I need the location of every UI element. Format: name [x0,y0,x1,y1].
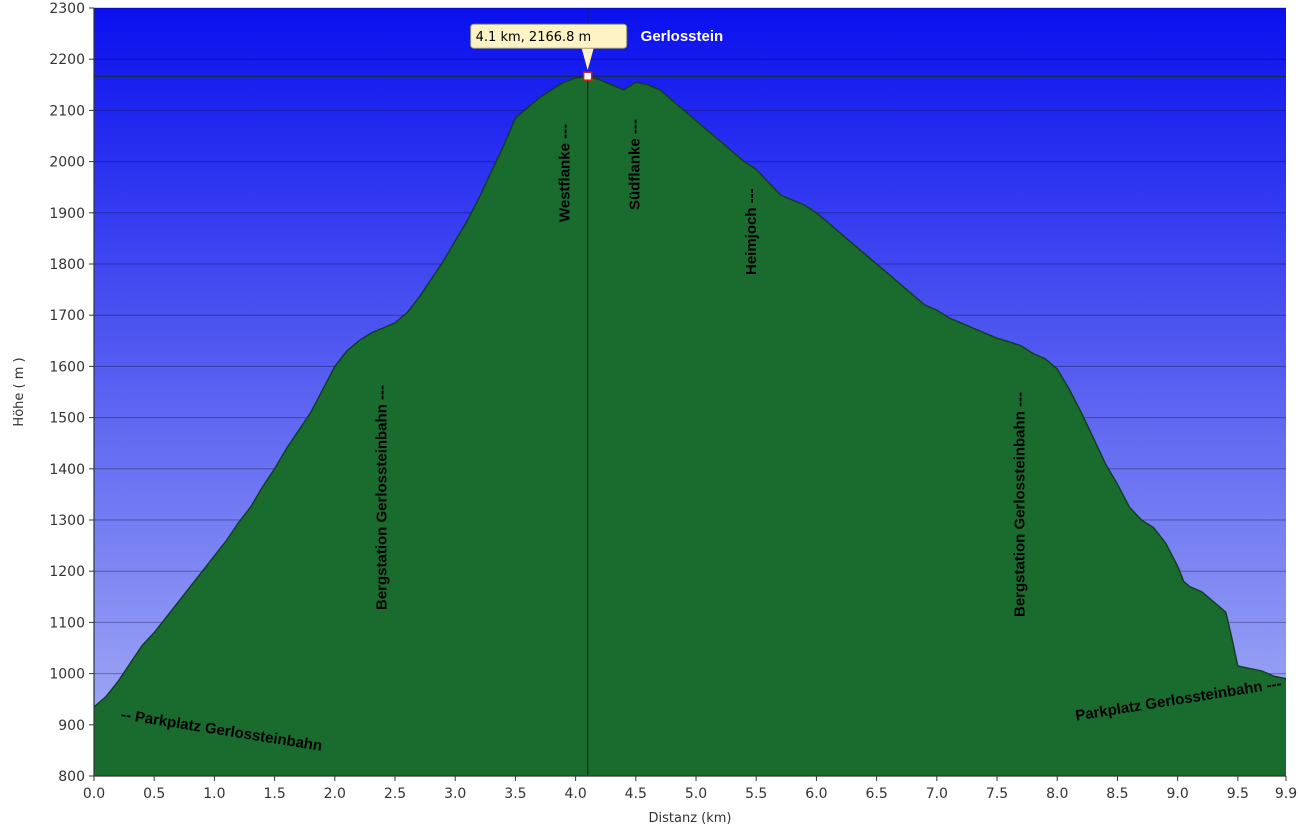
tooltip-text: 4.1 km, 2166.8 m [476,30,592,45]
x-tick-label: 3.0 [444,786,466,802]
x-tick-label: 6.0 [805,786,827,802]
y-axis-ticks: 800 900 1000 1100 1200 1300 1400 1500 1600 1700 18… [49,1,94,785]
x-tick-label: 3.5 [504,786,526,802]
x-axis-title: Distanz (km) [649,811,732,826]
x-tick-label: 1.5 [263,786,285,802]
x-tick-label: 5.0 [685,786,707,802]
cursor-tooltip: 4.1 km, 2166.8 m [470,23,628,71]
waypoint-label: Heimjoch --- [743,188,760,275]
y-tick-label: 900 [58,718,85,734]
y-tick-label: 1600 [49,359,85,375]
y-tick-label: 2300 [49,1,85,17]
x-axis-ticks: 0.0 0.5 1.0 1.5 2.0 2.5 3.0 3.5 4.0 4.5 5.0 5.5 6.0 6… [83,786,1297,802]
x-tick-label: 5.5 [745,786,767,802]
y-tick-label: 1900 [49,206,85,222]
waypoint-label: Westflanke --- [557,124,574,222]
x-tick-label: 4.0 [564,786,586,802]
x-tick-label: 7.0 [926,786,948,802]
tooltip-pointer [581,48,594,71]
x-tick-label: 8.5 [1106,786,1128,802]
y-tick-label: 2100 [49,103,85,119]
y-tick-label: 1700 [49,308,85,324]
axes [93,8,1286,777]
x-tick-label: 9.9 [1275,786,1297,802]
x-tick-label: 8.0 [1046,786,1068,802]
y-tick-label: 2200 [49,52,85,68]
vertical-gridlines [93,776,1287,781]
y-tick-label: 1300 [49,513,85,529]
x-tick-label: 6.5 [865,786,887,802]
elevation-area [94,76,1286,776]
x-tick-label: 4.5 [625,786,647,802]
x-tick-label: 9.5 [1227,786,1249,802]
y-tick-label: 2000 [49,155,85,171]
x-tick-label: 9.0 [1167,786,1189,802]
x-tick-label: 2.5 [384,786,406,802]
x-tick-label: 0.0 [83,786,105,802]
cursor-marker[interactable] [582,71,593,81]
y-tick-label: 1500 [49,411,85,427]
x-tick-label: 1.0 [203,786,225,802]
y-tick-label: 1400 [49,462,85,478]
waypoint-label: Bergstation Gerlossteinbahn --- [374,385,391,610]
y-tick-label: 1000 [49,667,85,683]
waypoint-label: Südflanke --- [626,119,643,210]
x-tick-label: 2.0 [324,786,346,802]
waypoint-label: Bergstation Gerlossteinbahn --- [1012,392,1029,617]
tooltip-box [470,23,628,49]
y-tick-label: 800 [58,769,85,785]
x-tick-label: 0.5 [143,786,165,802]
peak-name-label: Gerlosstein [641,28,724,45]
y-tick-label: 1800 [49,257,85,273]
x-tick-label: 7.5 [986,786,1008,802]
y-tick-label: 1200 [49,564,85,580]
y-tick-label: 1100 [49,615,85,631]
elevation-line [93,75,1287,708]
y-axis-title: Höhe ( m ) [12,357,27,426]
